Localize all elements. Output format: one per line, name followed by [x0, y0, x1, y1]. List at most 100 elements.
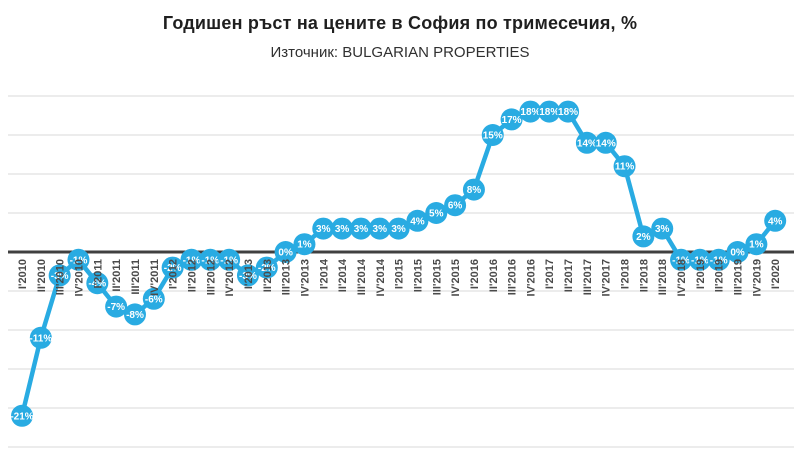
x-axis-label: II'2013 — [262, 259, 274, 292]
data-point-marker — [180, 248, 203, 271]
data-point-label: -1% — [672, 255, 690, 266]
data-point-marker — [11, 404, 33, 427]
data-point-label: 4% — [410, 216, 425, 227]
x-axis-label: II'2018 — [638, 259, 650, 292]
x-axis-label: I'2012 — [168, 259, 180, 289]
data-point-marker — [406, 209, 429, 232]
data-point-label: -11% — [29, 333, 52, 344]
data-point-marker — [613, 155, 636, 178]
data-point-marker — [688, 248, 711, 271]
x-axis-label: IV'2013 — [299, 259, 311, 296]
data-point-label: 17% — [502, 115, 522, 126]
data-point-label: -1% — [201, 255, 219, 266]
data-point-marker — [48, 264, 71, 287]
data-point-marker — [312, 217, 335, 240]
data-point-label: 14% — [596, 138, 616, 149]
data-point-label: 1% — [297, 240, 312, 251]
price-growth-line-chart: -21%-11%-3%-1%-4%-7%-8%-6%-2%-1% -1% -1%-3… — [8, 95, 794, 448]
data-point-marker — [444, 194, 467, 217]
x-axis-label: III'2018 — [657, 259, 669, 295]
x-axis-label: IV'2019 — [751, 259, 763, 296]
data-point-marker — [105, 295, 128, 318]
x-axis-label: II'2015 — [412, 259, 424, 292]
data-point-marker — [538, 100, 561, 123]
data-point-marker — [218, 248, 241, 271]
data-point-marker — [632, 225, 655, 248]
data-point-marker — [236, 264, 259, 287]
data-point-marker — [745, 233, 768, 256]
x-axis-label: I'2010 — [17, 259, 29, 289]
x-axis-label: I'2018 — [620, 259, 632, 289]
data-point-label: 3% — [391, 224, 406, 235]
chart-header: Годишен ръст на цените в София по тримес… — [0, 0, 800, 87]
x-axis-label: IV'2010 — [73, 259, 85, 296]
x-axis-label: I'2019 — [695, 259, 707, 289]
data-point-label: 0% — [278, 248, 293, 259]
data-point-label: 14% — [577, 138, 597, 149]
data-point-label: -1% — [70, 255, 88, 266]
data-point-label: -1% — [691, 255, 709, 266]
data-point-marker — [557, 100, 580, 123]
data-point-marker — [500, 108, 523, 131]
data-point-marker — [519, 100, 542, 123]
data-point-label: -6% — [145, 294, 163, 305]
data-point-label: 4% — [768, 216, 783, 227]
x-axis-label: I'2015 — [394, 259, 406, 289]
x-axis-label: II'2017 — [563, 259, 575, 292]
x-axis-label: IV'2011 — [149, 259, 161, 296]
data-point-label: -7% — [107, 302, 125, 313]
chart-title: Годишен ръст на цените в София по тримес… — [162, 13, 638, 33]
x-axis-label: IV'2018 — [676, 259, 688, 296]
data-point-label: 1% — [749, 240, 764, 251]
data-point-label: -1% — [183, 255, 201, 266]
x-axis-label: III'2014 — [356, 258, 368, 295]
data-point-marker — [726, 241, 749, 263]
x-axis-label: II'2012 — [186, 259, 198, 292]
data-point-label: -3% — [239, 271, 257, 282]
data-point-marker — [274, 241, 297, 263]
data-point-label: -2% — [164, 263, 182, 274]
data-point-marker — [86, 272, 109, 295]
data-point-label: -8% — [126, 310, 144, 321]
x-axis-label: II'2010 — [36, 259, 48, 292]
x-axis-label: III'2012 — [205, 259, 217, 295]
data-point-label: 5% — [429, 209, 444, 220]
data-point-label: 6% — [448, 201, 463, 212]
data-point-label: 15% — [483, 131, 503, 142]
data-point-marker — [29, 326, 52, 349]
data-point-marker — [67, 248, 90, 271]
x-axis-label: I'2011 — [92, 259, 104, 289]
data-point-marker — [368, 217, 391, 240]
data-point-marker — [594, 131, 617, 154]
data-point-label: -1% — [220, 255, 238, 266]
x-axis-label: II'2019 — [714, 259, 726, 292]
data-point-marker — [123, 303, 146, 326]
data-point-marker — [293, 233, 316, 256]
chart-subtitle: Източник: BULGARIAN PROPERTIES — [270, 44, 530, 61]
x-axis-label: III'2019 — [733, 259, 745, 295]
data-point-label: 11% — [615, 162, 635, 173]
x-axis-label: III'2017 — [582, 259, 594, 295]
data-point-marker — [481, 124, 504, 146]
data-point-label: 18% — [520, 107, 540, 118]
x-axis-label: I'2016 — [469, 259, 481, 289]
data-point-label: 18% — [558, 107, 578, 118]
x-axis-label: IV'2014 — [375, 258, 387, 296]
data-point-marker — [349, 217, 372, 240]
data-point-label: 2% — [636, 232, 651, 243]
x-axis-label: III'2015 — [431, 259, 443, 295]
x-axis-label: I'2014 — [318, 258, 330, 289]
x-axis-label: IV'2017 — [601, 259, 613, 296]
data-point-label: -21% — [10, 411, 33, 422]
data-point-marker — [142, 287, 165, 310]
data-point-marker — [387, 217, 410, 240]
data-point-label: 18% — [539, 107, 559, 118]
x-axis-label: III'2016 — [507, 259, 519, 295]
data-point-marker — [425, 202, 448, 224]
x-axis-label: IV'2012 — [224, 259, 236, 296]
data-point-label: -4% — [88, 279, 106, 290]
x-axis-label: II'2016 — [488, 259, 500, 292]
x-axis-label: III'2010 — [55, 259, 67, 295]
x-axis-label: IV'2016 — [525, 259, 537, 296]
